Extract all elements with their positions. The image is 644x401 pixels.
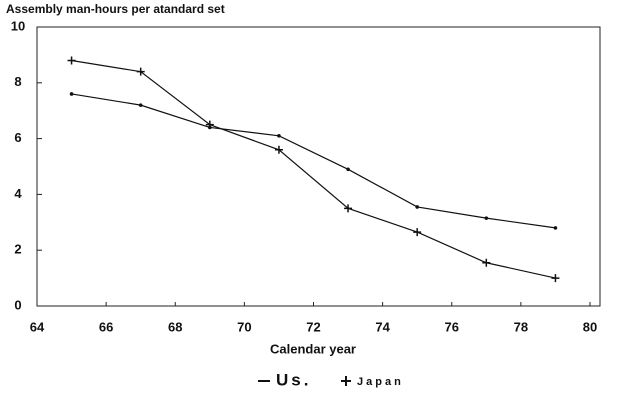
x-tick-label: 76 [445, 319, 459, 334]
y-tick-label: 6 [14, 130, 21, 145]
x-tick-label: 80 [583, 319, 597, 334]
point [482, 258, 491, 267]
x-tick-label: 78 [514, 319, 528, 334]
y-tick-label: 8 [14, 74, 21, 89]
y-tick-label: 10 [11, 18, 25, 33]
y-tick-label: 4 [14, 186, 22, 201]
series-line [71, 59, 556, 279]
point [346, 167, 350, 172]
x-tick-label: 72 [306, 319, 320, 334]
x-tick-label: 74 [375, 319, 390, 334]
x-tick-label: 70 [237, 319, 251, 334]
x-tick-label: 64 [30, 319, 45, 334]
legend-label: Us. [276, 370, 311, 389]
point [277, 134, 281, 138]
point [67, 56, 76, 65]
point [413, 228, 422, 237]
x-axis-label: Calendar year [270, 341, 356, 356]
series-line [71, 93, 556, 229]
point [136, 67, 145, 76]
point [274, 145, 283, 154]
point [415, 205, 419, 209]
legend-label: Japan [357, 376, 404, 388]
legend: Us. Japan [258, 370, 404, 389]
legend-plus-japan [341, 376, 351, 386]
point [484, 216, 489, 220]
plot-frame [36, 26, 601, 307]
x-tick-label: 66 [99, 319, 113, 334]
y-tick-label: 0 [14, 297, 21, 312]
point [205, 120, 214, 129]
point [551, 274, 560, 283]
y-tick-label: 2 [14, 242, 21, 257]
point [138, 103, 143, 107]
chart-title: Assembly man-hours per atandard set [6, 2, 225, 16]
point [553, 226, 558, 230]
point [69, 92, 74, 96]
x-tick-label: 68 [168, 319, 182, 334]
point [344, 204, 353, 213]
